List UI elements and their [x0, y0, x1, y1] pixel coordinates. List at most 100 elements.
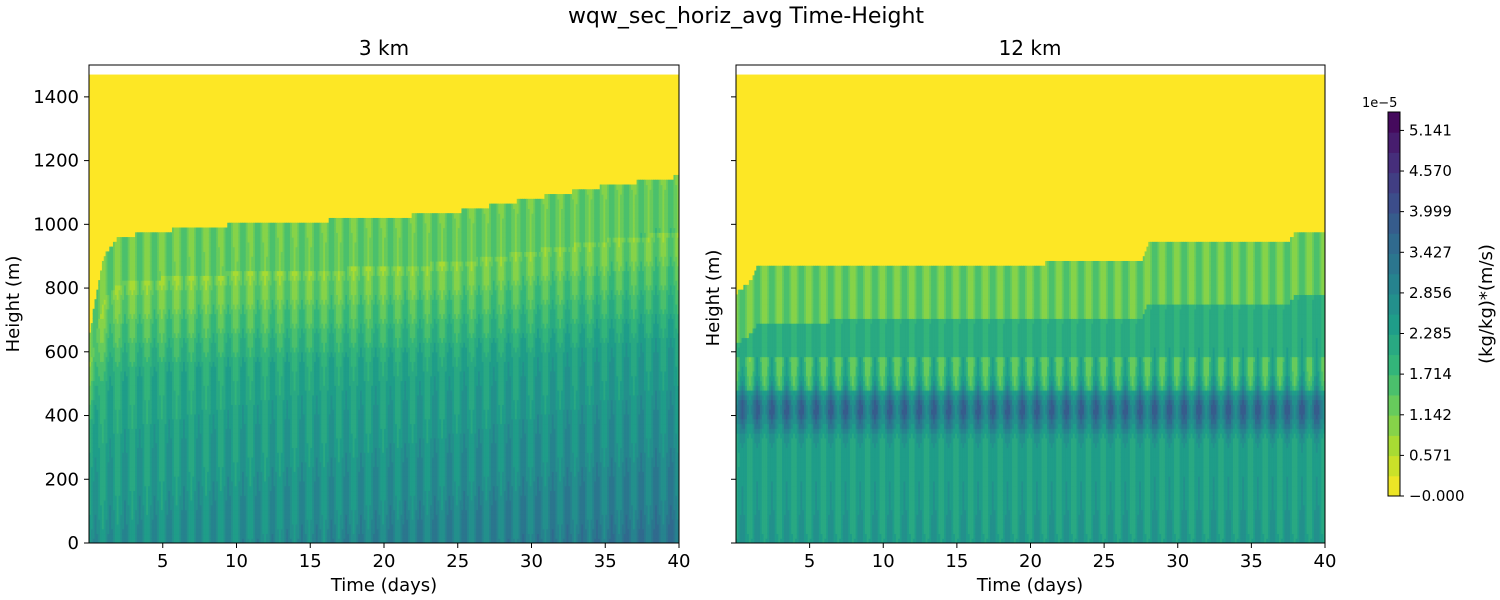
contour-cell	[162, 471, 166, 477]
contour-cell	[171, 299, 175, 305]
contour-cell	[155, 418, 158, 425]
contour-cell	[90, 409, 94, 415]
contour-cell	[138, 404, 142, 410]
contour-cell	[153, 413, 156, 420]
contour-cell	[92, 399, 96, 405]
contour-cell	[98, 452, 101, 458]
contour-cell	[136, 428, 140, 434]
contour-cell	[100, 418, 103, 425]
contour-cell	[125, 284, 129, 291]
contour-cell	[183, 523, 186, 530]
contour-cell	[90, 480, 94, 487]
contour-cell	[142, 456, 145, 463]
contour-cell	[116, 394, 120, 401]
contour-cell	[140, 480, 144, 487]
contour-cell	[118, 533, 121, 539]
contour-cell	[116, 433, 120, 439]
contour-cell	[186, 337, 190, 343]
contour-cell	[114, 280, 118, 286]
contour-cell	[105, 423, 109, 429]
contour-cell	[177, 370, 180, 377]
contour-cell	[148, 519, 151, 525]
contour-cell	[135, 490, 138, 496]
contour-cell	[190, 490, 193, 496]
contour-cell	[140, 318, 144, 324]
contour-cell	[146, 294, 149, 300]
contour-cell	[109, 256, 112, 262]
contour-cell	[184, 299, 188, 305]
contour-cell	[118, 423, 121, 429]
contour-cell	[129, 284, 132, 291]
contour-cell	[175, 327, 179, 334]
contour-cell	[125, 413, 129, 420]
contour-cell	[149, 284, 153, 291]
contour-cell	[98, 504, 101, 511]
contour-cell	[151, 313, 155, 319]
contour-cell	[111, 361, 114, 367]
contour-cell	[89, 495, 92, 501]
contour-cell	[164, 351, 168, 358]
contour-cell	[175, 380, 179, 386]
contour-cell	[157, 471, 160, 477]
contour-cell	[153, 361, 156, 367]
contour-cell	[90, 519, 94, 525]
plot-area-3km	[89, 74, 679, 543]
contour-cell	[186, 260, 190, 267]
contour-cell	[188, 284, 191, 291]
contour-cell	[107, 466, 110, 472]
contour-cell	[157, 423, 160, 429]
contour-cell	[153, 237, 156, 243]
contour-cell	[186, 476, 190, 482]
contour-cell	[190, 284, 193, 291]
contour-cell	[181, 299, 184, 305]
contour-cell	[129, 428, 132, 434]
contour-cell	[92, 361, 96, 367]
contour-cell	[149, 323, 153, 329]
contour-cell	[175, 404, 179, 410]
contour-cell	[129, 375, 132, 382]
contour-cell	[181, 528, 184, 535]
contour-cell	[153, 409, 156, 415]
contour-cell	[122, 308, 125, 315]
contour-cell	[136, 232, 140, 238]
contour-cell	[168, 280, 171, 286]
contour-cell	[127, 399, 131, 405]
contour-cell	[170, 528, 173, 535]
contour-cell	[142, 423, 145, 429]
contour-cell	[120, 437, 123, 444]
contour-cell	[146, 356, 149, 362]
contour-cell	[116, 437, 120, 444]
contour-cell	[136, 327, 140, 334]
contour-cell	[166, 476, 169, 482]
contour-cell	[179, 442, 182, 448]
contour-cell	[127, 284, 131, 291]
contour-cell	[96, 304, 99, 310]
contour-cell	[111, 523, 114, 530]
contour-cell	[171, 356, 175, 362]
contour-cell	[168, 509, 171, 515]
contour-cell	[184, 447, 188, 453]
contour-cell	[136, 366, 140, 372]
contour-cell	[186, 246, 190, 253]
contour-cell	[101, 538, 105, 543]
contour-cell	[151, 342, 155, 348]
contour-cell	[116, 404, 120, 410]
contour-cell	[188, 270, 191, 276]
contour-cell	[133, 461, 136, 468]
contour-cell	[105, 485, 109, 492]
contour-cell	[140, 523, 144, 530]
contour-cell	[155, 504, 158, 511]
contour-cell	[188, 480, 191, 487]
contour-cell	[135, 495, 138, 501]
contour-cell	[136, 447, 140, 453]
contour-cell	[135, 232, 138, 238]
contour-cell	[112, 385, 116, 391]
contour-cell	[155, 299, 158, 305]
contour-cell	[148, 404, 151, 410]
contour-cell	[175, 442, 179, 448]
contour-cell	[151, 528, 155, 535]
contour-cell	[136, 413, 140, 420]
contour-cell	[151, 366, 155, 372]
contour-cell	[177, 394, 180, 401]
contour-cell	[171, 538, 175, 543]
